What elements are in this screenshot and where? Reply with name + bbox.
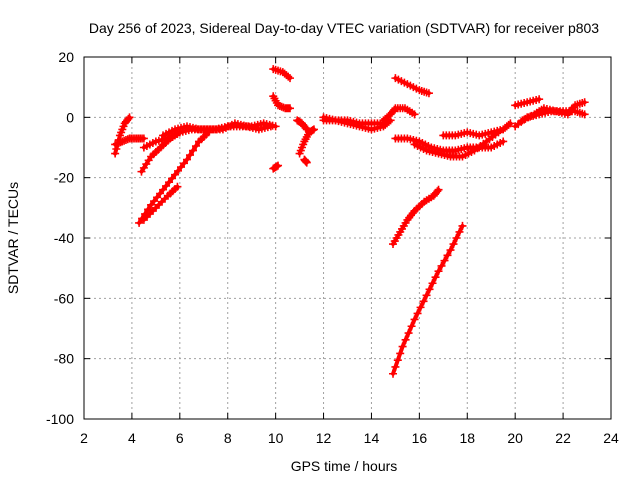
series-arc-22 bbox=[389, 221, 467, 378]
plot-frame bbox=[83, 56, 612, 420]
data-point-markers bbox=[269, 65, 295, 83]
x-tick-label: 14 bbox=[364, 430, 380, 446]
data-point-markers bbox=[410, 128, 503, 161]
x-tick-label: 16 bbox=[412, 430, 428, 446]
data-point-markers bbox=[135, 128, 213, 227]
y-tick-label: -100 bbox=[46, 411, 74, 427]
data-point-markers bbox=[319, 113, 388, 128]
series-arc-08 bbox=[269, 65, 295, 83]
y-tick-label: -80 bbox=[54, 351, 74, 367]
data-point-markers bbox=[111, 134, 148, 149]
series-arc-05 bbox=[139, 182, 182, 224]
x-axis-label: GPS time / hours bbox=[291, 458, 398, 474]
series-arc-12 bbox=[295, 125, 318, 158]
y-tick-label: 0 bbox=[66, 109, 74, 125]
data-point-markers bbox=[391, 74, 433, 98]
data-point-markers bbox=[139, 182, 182, 224]
series-arc-17 bbox=[391, 74, 433, 98]
plot-area bbox=[111, 65, 589, 378]
series-arc-13 bbox=[300, 155, 311, 167]
data-point-markers bbox=[518, 98, 589, 125]
x-tick-label: 20 bbox=[507, 430, 523, 446]
data-point-markers bbox=[379, 104, 419, 125]
data-point-markers bbox=[389, 185, 443, 249]
axis-ticks bbox=[83, 56, 612, 420]
data-point-markers bbox=[269, 92, 295, 113]
data-point-markers bbox=[511, 95, 544, 110]
series-arc-11 bbox=[293, 116, 311, 134]
series-arc-04 bbox=[135, 128, 213, 227]
series-arc-23 bbox=[511, 95, 544, 110]
series-arc-10 bbox=[269, 161, 283, 173]
data-point-markers bbox=[439, 119, 515, 140]
x-tick-label: 18 bbox=[459, 430, 475, 446]
x-tick-label: 10 bbox=[268, 430, 284, 446]
data-point-markers bbox=[293, 116, 311, 134]
x-tick-label: 8 bbox=[224, 430, 232, 446]
y-tick-label: 20 bbox=[58, 49, 74, 65]
series-arc-02 bbox=[111, 134, 148, 149]
data-point-markers bbox=[159, 119, 275, 140]
series-arc-20 bbox=[439, 119, 515, 140]
x-tick-label: 2 bbox=[80, 430, 88, 446]
y-tick-label: -60 bbox=[54, 290, 74, 306]
x-tick-label: 24 bbox=[603, 430, 619, 446]
x-tick-label: 12 bbox=[316, 430, 332, 446]
x-tick-label: 6 bbox=[176, 430, 184, 446]
chart-title: Day 256 of 2023, Sidereal Day-to-day VTE… bbox=[89, 20, 599, 36]
data-point-markers bbox=[269, 161, 283, 173]
series-trace bbox=[391, 223, 465, 376]
data-point-markers bbox=[295, 125, 318, 158]
series-arc-07 bbox=[159, 119, 275, 140]
y-tick-label: -20 bbox=[54, 170, 74, 186]
x-tick-label: 22 bbox=[555, 430, 571, 446]
series-arc-15 bbox=[319, 113, 388, 128]
data-point-markers bbox=[389, 221, 467, 378]
grid bbox=[84, 57, 611, 419]
series-arc-16 bbox=[379, 104, 419, 125]
y-axis-label: SDTVAR / TECUs bbox=[5, 182, 21, 294]
x-tick-label: 4 bbox=[128, 430, 136, 446]
series-arc-25 bbox=[518, 98, 589, 125]
series-arc-19 bbox=[410, 128, 503, 161]
data-point-markers bbox=[300, 155, 311, 167]
series-arc-09 bbox=[269, 92, 295, 113]
y-tick-label: -40 bbox=[54, 230, 74, 246]
series-arc-21 bbox=[389, 185, 443, 249]
